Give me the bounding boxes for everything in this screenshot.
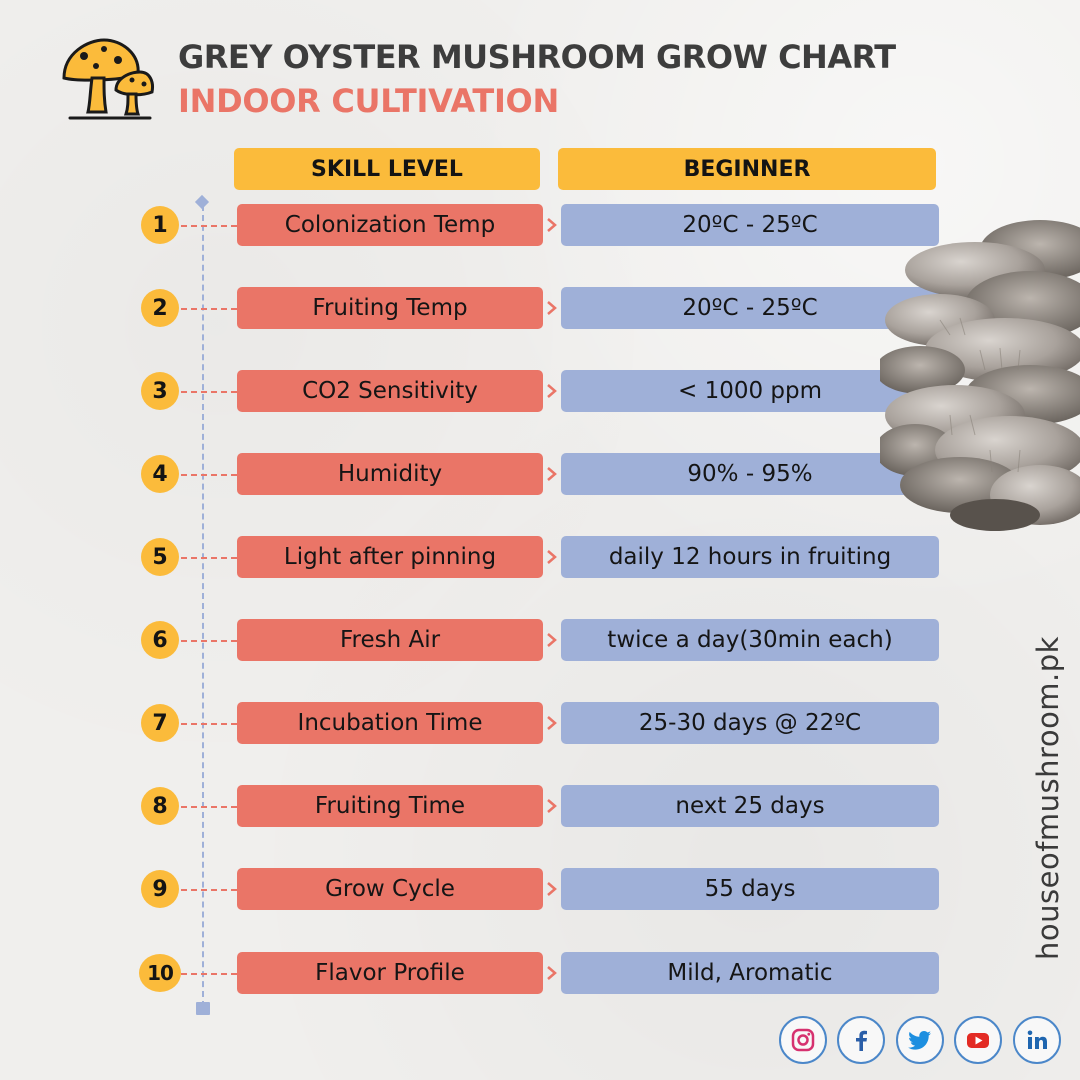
row-connector xyxy=(181,973,237,975)
row-number: 7 xyxy=(141,704,179,742)
chart-row: 10 Flavor Profile Mild, Aromatic xyxy=(0,952,1080,996)
column-header-skill-level: SKILL LEVEL xyxy=(234,148,540,190)
row-label: Incubation Time xyxy=(237,702,543,744)
chevron-right-icon xyxy=(547,799,557,813)
row-value: twice a day(30min each) xyxy=(561,619,939,661)
row-value: 20ºC - 25ºC xyxy=(561,204,939,246)
row-value: < 1000 ppm xyxy=(561,370,939,412)
row-number: 10 xyxy=(139,954,181,992)
chevron-right-icon xyxy=(547,384,557,398)
chevron-right-icon xyxy=(547,218,557,232)
twitter-icon[interactable] xyxy=(896,1016,944,1064)
column-header-beginner: BEGINNER xyxy=(558,148,936,190)
row-number: 1 xyxy=(141,206,179,244)
row-value: 20ºC - 25ºC xyxy=(561,287,939,329)
row-number: 3 xyxy=(141,372,179,410)
row-label: Grow Cycle xyxy=(237,868,543,910)
row-number: 2 xyxy=(141,289,179,327)
row-value: Mild, Aromatic xyxy=(561,952,939,994)
chevron-right-icon xyxy=(547,467,557,481)
row-label: Fruiting Time xyxy=(237,785,543,827)
chevron-right-icon xyxy=(547,882,557,896)
chevron-right-icon xyxy=(547,633,557,647)
row-value: 55 days xyxy=(561,868,939,910)
chevron-right-icon xyxy=(547,550,557,564)
row-connector xyxy=(181,225,237,227)
row-label: Light after pinning xyxy=(237,536,543,578)
row-connector xyxy=(181,474,237,476)
timeline-line xyxy=(202,205,204,1007)
row-number: 4 xyxy=(141,455,179,493)
chart-row: 1 Colonization Temp 20ºC - 25ºC xyxy=(0,204,1080,248)
youtube-icon[interactable] xyxy=(954,1016,1002,1064)
row-connector xyxy=(181,806,237,808)
brand-website: houseofmushroom.pk xyxy=(1028,620,1068,975)
oyster-mushroom-image xyxy=(880,220,1080,531)
row-value: 25-30 days @ 22ºC xyxy=(561,702,939,744)
chevron-right-icon xyxy=(547,301,557,315)
chart-row: 8 Fruiting Time next 25 days xyxy=(0,785,1080,829)
row-label: Flavor Profile xyxy=(237,952,543,994)
chart-row: 7 Incubation Time 25-30 days @ 22ºC xyxy=(0,702,1080,746)
instagram-icon[interactable] xyxy=(779,1016,827,1064)
mushroom-logo-icon xyxy=(62,38,154,120)
row-number: 8 xyxy=(141,787,179,825)
page-title: GREY OYSTER MUSHROOM GROW CHART xyxy=(178,38,896,76)
row-connector xyxy=(181,308,237,310)
chart-row: 9 Grow Cycle 55 days xyxy=(0,868,1080,912)
chart-row: 4 Humidity 90% - 95% xyxy=(0,453,1080,497)
row-value: next 25 days xyxy=(561,785,939,827)
row-value: daily 12 hours in fruiting xyxy=(561,536,939,578)
row-number: 6 xyxy=(141,621,179,659)
row-label: Humidity xyxy=(237,453,543,495)
row-value: 90% - 95% xyxy=(561,453,939,495)
row-label: Colonization Temp xyxy=(237,204,543,246)
facebook-icon[interactable] xyxy=(837,1016,885,1064)
row-label: Fruiting Temp xyxy=(237,287,543,329)
chevron-right-icon xyxy=(547,966,557,980)
row-number: 9 xyxy=(141,870,179,908)
row-connector xyxy=(181,557,237,559)
row-connector xyxy=(181,889,237,891)
timeline-end-marker xyxy=(196,1002,210,1015)
chevron-right-icon xyxy=(547,716,557,730)
row-label: Fresh Air xyxy=(237,619,543,661)
row-connector xyxy=(181,640,237,642)
chart-row: 6 Fresh Air twice a day(30min each) xyxy=(0,619,1080,663)
row-number: 5 xyxy=(141,538,179,576)
linkedin-icon[interactable] xyxy=(1013,1016,1061,1064)
chart-row: 2 Fruiting Temp 20ºC - 25ºC xyxy=(0,287,1080,331)
row-label: CO2 Sensitivity xyxy=(237,370,543,412)
row-connector xyxy=(181,723,237,725)
chart-row: 3 CO2 Sensitivity < 1000 ppm xyxy=(0,370,1080,414)
chart-row: 5 Light after pinning daily 12 hours in … xyxy=(0,536,1080,580)
page-subtitle: INDOOR CULTIVATION xyxy=(178,82,559,120)
row-connector xyxy=(181,391,237,393)
brand-text: houseofmushroom.pk xyxy=(1031,635,1065,960)
